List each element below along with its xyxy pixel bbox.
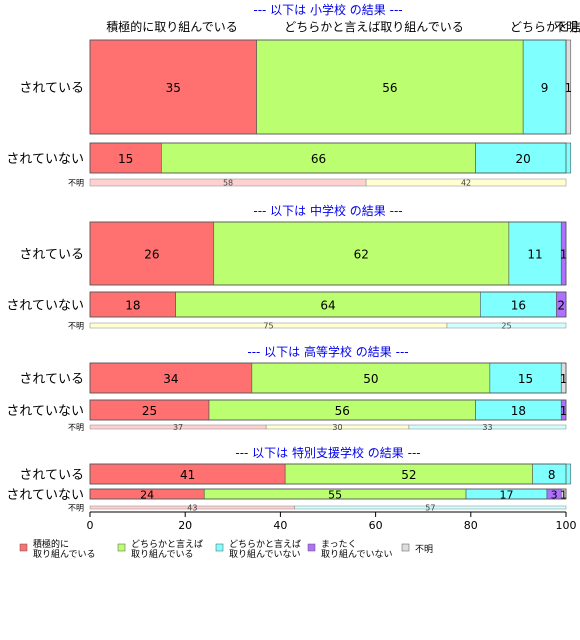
row-label: されている xyxy=(19,81,84,96)
fumei-segment xyxy=(294,505,567,510)
bar-frame xyxy=(89,399,567,421)
x-tick-label: 40 xyxy=(273,519,287,532)
data-label: 64 xyxy=(320,299,335,313)
data-label: 41 xyxy=(180,468,195,482)
bar-frame xyxy=(89,488,567,500)
bar-frame xyxy=(89,39,567,135)
fumei-data-label: 42 xyxy=(461,179,471,188)
fumei-data-label: 43 xyxy=(187,504,197,513)
column-label: 積極的に取り組んでいる xyxy=(106,19,237,34)
data-label: 1 xyxy=(560,372,568,386)
data-label: 16 xyxy=(511,299,526,313)
legend-label: どちらかと言えば xyxy=(131,538,203,550)
fumei-label: 不明 xyxy=(68,179,84,188)
data-label: 34 xyxy=(163,372,178,386)
column-label: どちらかと言えば取り組んでいる xyxy=(284,20,463,34)
panel-title: --- 以下は 高等学校 の結果 --- xyxy=(247,344,408,359)
legend-label: 不明 xyxy=(415,544,433,555)
legend-label: 取り組んでいる xyxy=(33,548,96,560)
x-tick-label: 0 xyxy=(87,519,94,532)
row-label: されている xyxy=(19,372,84,387)
x-tick-label: 80 xyxy=(464,519,478,532)
column-label: どちらかと言 xyxy=(510,20,580,34)
data-label: 15 xyxy=(518,372,533,386)
fumei-data-label: 33 xyxy=(482,423,492,432)
data-label: 9 xyxy=(541,81,549,95)
fumei-segment xyxy=(446,322,567,329)
row-label: されている xyxy=(19,468,84,483)
data-label: 66 xyxy=(311,152,326,166)
row-label: されている xyxy=(19,248,84,263)
fumei-label: 不明 xyxy=(68,504,84,513)
legend-swatch xyxy=(215,543,224,552)
fumei-segment xyxy=(408,424,567,430)
data-label: 8 xyxy=(548,468,556,482)
data-label: 55 xyxy=(328,489,342,502)
fumei-data-label: 37 xyxy=(173,423,183,432)
data-label: 1 xyxy=(560,248,568,262)
data-label: 56 xyxy=(335,404,350,418)
x-tick-label: 60 xyxy=(369,519,383,532)
fumei-data-label: 25 xyxy=(501,322,511,331)
bar-segment xyxy=(251,362,491,394)
data-label: 2 xyxy=(557,299,565,313)
data-label: 11 xyxy=(527,248,542,262)
legend-label: まったく xyxy=(321,539,357,550)
legend-label: 取り組んでいない xyxy=(229,548,301,560)
bar-segment xyxy=(256,39,524,135)
panel-title: --- 以下は 小学校 の結果 --- xyxy=(253,2,402,17)
legend-swatch xyxy=(401,543,410,552)
fumei-label: 不明 xyxy=(68,423,84,432)
panel-title: --- 以下は 特別支援学校 の結果 --- xyxy=(235,445,420,460)
x-tick-label: 100 xyxy=(556,519,577,532)
fumei-data-label: 75 xyxy=(263,322,273,331)
data-label: 25 xyxy=(142,404,157,418)
data-label: 18 xyxy=(511,404,526,418)
x-tick-label: 20 xyxy=(178,519,192,532)
data-label: 18 xyxy=(125,299,140,313)
fumei-data-label: 57 xyxy=(425,504,435,513)
data-label: 26 xyxy=(144,248,159,262)
data-label: 20 xyxy=(516,152,531,166)
data-label: 56 xyxy=(382,81,397,95)
bar-segment xyxy=(213,221,510,286)
legend-label: 取り組んでいない xyxy=(321,548,393,560)
legend-label: 取り組んでいる xyxy=(131,548,194,560)
data-label: 52 xyxy=(401,468,416,482)
fumei-data-label: 58 xyxy=(223,179,233,188)
data-label: 24 xyxy=(140,489,154,502)
panel-title: --- 以下は 中学校 の結果 --- xyxy=(253,203,402,218)
data-label: 17 xyxy=(500,489,514,502)
bar-frame xyxy=(89,142,567,174)
data-label: 1 xyxy=(560,404,568,418)
legend-swatch xyxy=(19,543,28,552)
bar-frame xyxy=(89,291,567,318)
bar-frame xyxy=(89,463,567,485)
fumei-segment xyxy=(365,178,567,187)
legend-swatch xyxy=(117,543,126,552)
data-label: 35 xyxy=(166,81,181,95)
fumei-data-label: 30 xyxy=(332,423,342,432)
legend-label: どちらかと言えば xyxy=(229,538,301,550)
data-label: 1 xyxy=(560,489,567,502)
data-label: 3 xyxy=(551,489,558,502)
bar-frame xyxy=(89,221,567,286)
row-label: されていない xyxy=(6,299,84,314)
legend-label: 積極的に xyxy=(33,538,69,550)
bar-frame xyxy=(89,362,567,394)
data-label: 50 xyxy=(363,372,378,386)
bar-segment xyxy=(508,221,562,286)
column-label: 不明 xyxy=(554,20,578,34)
data-label: 1 xyxy=(565,81,573,95)
row-label: されていない xyxy=(6,404,84,419)
row-label: されていない xyxy=(6,488,84,503)
data-label: 62 xyxy=(354,248,369,262)
data-label: 15 xyxy=(118,152,133,166)
row-label: されていない xyxy=(6,152,84,167)
fumei-label: 不明 xyxy=(68,322,84,331)
legend-swatch xyxy=(307,543,316,552)
